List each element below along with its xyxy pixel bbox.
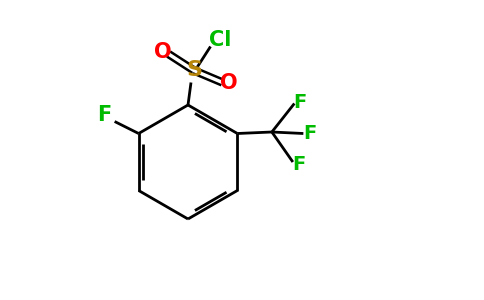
Text: S: S bbox=[186, 61, 202, 80]
Text: Cl: Cl bbox=[209, 30, 231, 50]
Text: F: F bbox=[294, 92, 307, 112]
Text: O: O bbox=[220, 73, 238, 93]
Text: F: F bbox=[292, 155, 305, 174]
Text: F: F bbox=[97, 106, 111, 125]
Text: O: O bbox=[154, 43, 172, 62]
Text: F: F bbox=[303, 124, 317, 143]
